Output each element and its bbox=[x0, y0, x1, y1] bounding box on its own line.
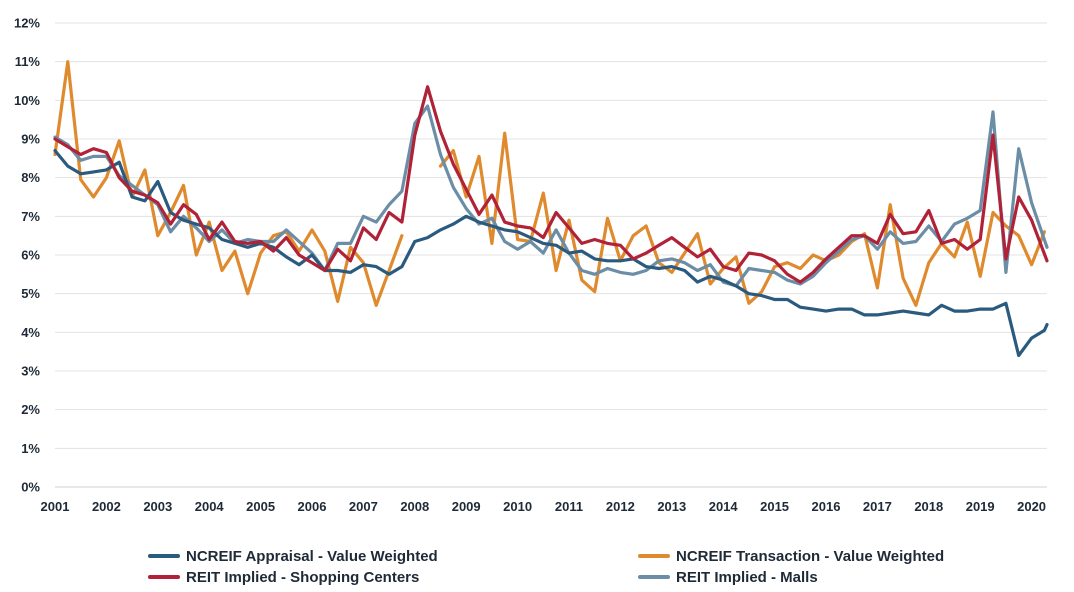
y-tick-label: 11% bbox=[15, 54, 41, 69]
x-tick-label: 2018 bbox=[914, 499, 943, 514]
x-tick-label: 2020 bbox=[1017, 499, 1046, 514]
legend: NCREIF Appraisal - Value Weighted NCREIF… bbox=[0, 540, 1074, 592]
legend-swatch-ncreif-transaction bbox=[638, 554, 670, 558]
legend-item-ncreif-transaction: NCREIF Transaction - Value Weighted bbox=[638, 546, 944, 566]
x-tick-label: 2009 bbox=[452, 499, 481, 514]
y-tick-label: 4% bbox=[21, 325, 40, 340]
legend-label-reit-shopping-centers: REIT Implied - Shopping Centers bbox=[186, 568, 420, 586]
legend-item-ncreif-appraisal: NCREIF Appraisal - Value Weighted bbox=[148, 546, 438, 566]
line-chart: 0%1%2%3%4%5%6%7%8%9%10%11%12% 2001 2002 20… bbox=[14, 16, 1049, 514]
y-tick-label: 5% bbox=[21, 286, 40, 301]
legend-item-reit-malls: REIT Implied - Malls bbox=[638, 567, 818, 587]
y-tick-label: 8% bbox=[21, 170, 40, 185]
y-axis-tick-labels: 0% 1% 2% 3% 4% 5% 6% 7% 8% 9% 10% 11% 12% bbox=[14, 16, 40, 495]
y-tick-label: 10% bbox=[14, 93, 40, 108]
y-tick-label: 0% bbox=[21, 480, 40, 495]
x-tick-label: 2008 bbox=[400, 499, 429, 514]
x-tick-label: 2001 bbox=[41, 499, 70, 514]
legend-label-ncreif-transaction: NCREIF Transaction - Value Weighted bbox=[676, 547, 945, 565]
legend-swatch-reit-malls bbox=[638, 575, 670, 579]
x-tick-label: 2015 bbox=[760, 499, 789, 514]
x-tick-label: 2007 bbox=[349, 499, 378, 514]
legend-label-ncreif-appraisal: NCREIF Appraisal - Value Weighted bbox=[186, 547, 438, 565]
x-tick-label: 2004 bbox=[195, 499, 225, 514]
legend-item-reit-shopping-centers: REIT Implied - Shopping Centers bbox=[148, 567, 419, 587]
x-tick-label: 2016 bbox=[812, 499, 841, 514]
x-tick-label: 2013 bbox=[657, 499, 686, 514]
series-line bbox=[53, 60, 404, 307]
legend-label-reit-malls: REIT Implied - Malls bbox=[676, 568, 818, 586]
x-tick-label: 2002 bbox=[92, 499, 121, 514]
series-line bbox=[53, 149, 1049, 358]
y-tick-label: 9% bbox=[21, 132, 40, 147]
x-tick-label: 2010 bbox=[503, 499, 532, 514]
x-tick-label: 2011 bbox=[555, 499, 583, 514]
x-tick-label: 2006 bbox=[298, 499, 327, 514]
series-line bbox=[53, 104, 1049, 288]
y-tick-label: 1% bbox=[21, 441, 40, 456]
legend-swatch-reit-shopping-centers bbox=[148, 575, 180, 579]
legend-swatch-ncreif-appraisal bbox=[148, 554, 180, 558]
x-axis-tick-labels: 2001 2002 2003 2004 2005 2006 2007 2008 2009 2010… bbox=[41, 499, 1047, 514]
x-tick-label: 2003 bbox=[143, 499, 172, 514]
y-tick-label: 12% bbox=[14, 16, 40, 31]
y-tick-label: 7% bbox=[21, 209, 40, 224]
y-tick-label: 6% bbox=[21, 248, 40, 263]
y-tick-label: 3% bbox=[21, 364, 40, 379]
x-tick-label: 2019 bbox=[966, 499, 995, 514]
x-tick-label: 2012 bbox=[606, 499, 635, 514]
series-lines bbox=[53, 60, 1049, 358]
x-tick-label: 2014 bbox=[709, 499, 739, 514]
x-tick-label: 2017 bbox=[863, 499, 892, 514]
y-tick-label: 2% bbox=[21, 402, 40, 417]
x-tick-label: 2005 bbox=[246, 499, 275, 514]
gridlines bbox=[55, 22, 1047, 449]
series-line bbox=[53, 85, 1049, 284]
series-line bbox=[438, 131, 1047, 307]
